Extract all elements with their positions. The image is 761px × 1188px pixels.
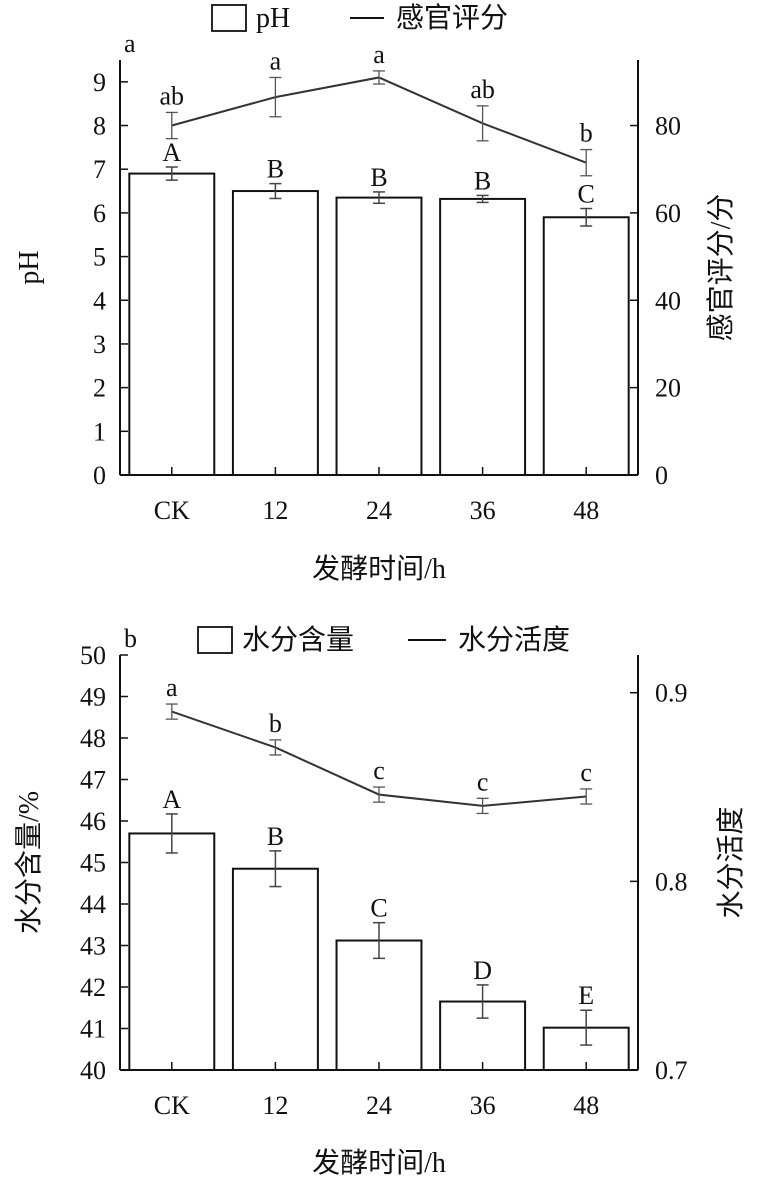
bar-significance-label: B <box>370 163 387 192</box>
y-tick-label: 6 <box>93 199 106 228</box>
line-significance-label: ab <box>470 75 495 104</box>
x-tick-label: 12 <box>262 1091 288 1120</box>
bar-significance-label: E <box>578 981 594 1010</box>
bar <box>128 832 216 1072</box>
x-tick-label: 36 <box>470 496 496 525</box>
bar <box>335 939 423 1072</box>
legend-line-label: 水分活度 <box>458 624 570 656</box>
y2-tick-label: 0 <box>655 461 668 490</box>
bar-significance-label: C <box>578 180 595 209</box>
bar <box>542 216 630 476</box>
y-tick-label: 1 <box>93 417 106 446</box>
x-tick-label: CK <box>154 1091 190 1120</box>
bar <box>128 172 216 476</box>
bar <box>231 867 319 1071</box>
bar-significance-label: A <box>162 785 181 814</box>
y-tick-label: 47 <box>80 766 106 795</box>
y2-tick-label: 40 <box>655 286 681 315</box>
bar-significance-label: B <box>267 822 284 851</box>
y2-tick-label: 80 <box>655 112 681 141</box>
line-significance-label: c <box>373 756 385 785</box>
y-tick-label: 48 <box>80 724 106 753</box>
y-tick-label: 43 <box>80 932 106 961</box>
bar-significance-label: B <box>267 155 284 184</box>
panel-letter: b <box>124 624 137 653</box>
x-tick-label: 36 <box>470 1091 496 1120</box>
line-significance-label: a <box>166 673 178 702</box>
bar-significance-label: D <box>473 956 492 985</box>
y2-tick-label: 60 <box>655 199 681 228</box>
bar-significance-label: A <box>162 138 181 167</box>
bar <box>335 196 423 477</box>
y-tick-label: 40 <box>80 1056 106 1085</box>
y-tick-label: 9 <box>93 68 106 97</box>
x-tick-label: 48 <box>573 1091 599 1120</box>
line-significance-label: b <box>269 709 282 738</box>
line-significance-label: c <box>477 767 489 796</box>
y2-tick-label: 0.9 <box>655 679 688 708</box>
x-tick-label: CK <box>154 496 190 525</box>
line-significance-label: a <box>373 40 385 69</box>
y2-axis-label: 水分活度 <box>715 806 747 918</box>
x-axis-label: 发酵时间/h <box>312 553 446 585</box>
y-tick-label: 41 <box>80 1015 106 1044</box>
y2-tick-label: 0.7 <box>655 1056 688 1085</box>
y2-tick-label: 0.8 <box>655 867 688 896</box>
y-axis-label: 水分含量/% <box>13 791 45 934</box>
x-tick-label: 48 <box>573 496 599 525</box>
y-tick-label: 46 <box>80 807 106 836</box>
x-axis-label: 发酵时间/h <box>312 1147 446 1179</box>
y-tick-label: 7 <box>93 155 106 184</box>
legend-line-label: 感官评分 <box>396 2 508 34</box>
panel-letter: a <box>124 29 136 58</box>
bar <box>231 190 319 476</box>
y-axis-label: pH <box>14 250 45 284</box>
line-significance-label: b <box>580 119 593 148</box>
x-tick-label: 12 <box>262 496 288 525</box>
bar-significance-label: C <box>370 894 387 923</box>
legend-bar-label: 水分含量 <box>242 624 354 656</box>
line-significance-label: c <box>580 758 592 787</box>
y-tick-label: 4 <box>93 286 106 315</box>
y-tick-label: 49 <box>80 683 106 712</box>
bar <box>439 197 527 476</box>
y2-tick-label: 20 <box>655 374 681 403</box>
legend-bar-label: pH <box>256 3 290 34</box>
line-significance-label: ab <box>160 81 185 110</box>
legend-bar-swatch <box>197 626 233 654</box>
y-tick-label: 5 <box>93 243 106 272</box>
line-series <box>171 76 587 164</box>
x-tick-label: 24 <box>366 496 392 525</box>
bar-significance-label: B <box>474 166 491 195</box>
y-tick-label: 44 <box>80 890 106 919</box>
y-tick-label: 50 <box>80 641 106 670</box>
y-tick-label: 42 <box>80 973 106 1002</box>
y-tick-label: 0 <box>93 461 106 490</box>
legend-bar-swatch <box>211 4 247 32</box>
line-significance-label: a <box>270 46 282 75</box>
y-tick-label: 45 <box>80 849 106 878</box>
x-tick-label: 24 <box>366 1091 392 1120</box>
y-tick-label: 8 <box>93 112 106 141</box>
y-tick-label: 2 <box>93 374 106 403</box>
y2-axis-label: 感官评分/分 <box>705 194 737 342</box>
y-tick-label: 3 <box>93 330 106 359</box>
